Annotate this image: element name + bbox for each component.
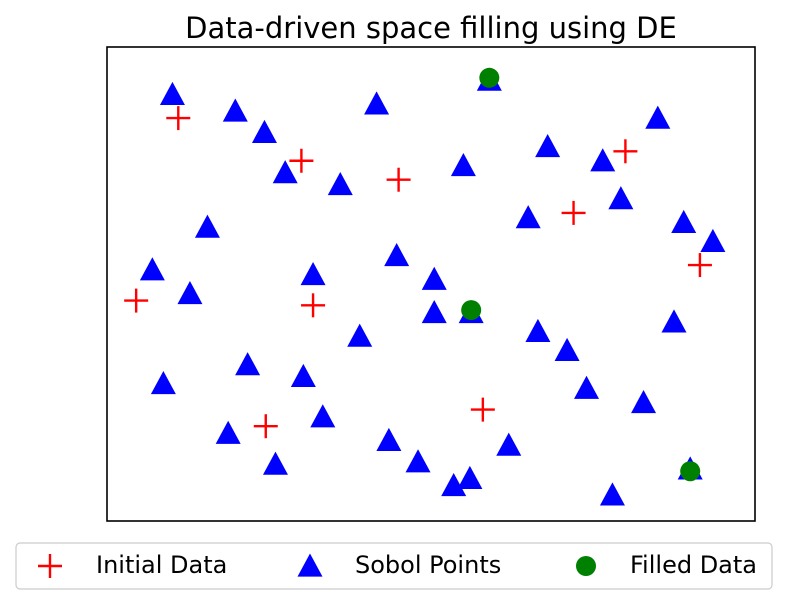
initial-data-point-1 xyxy=(289,148,314,173)
sobol-points-point-10 xyxy=(450,153,476,177)
sobol-points-point-11 xyxy=(515,205,541,229)
sobol-points-point-13 xyxy=(671,209,697,234)
sobol-points-point-14 xyxy=(700,228,726,252)
initial-data-point-9 xyxy=(253,414,278,439)
sobol-points-point-41 xyxy=(421,299,447,324)
sobol-points-point-1 xyxy=(222,98,248,122)
chart-title: Data-driven space filling using DE xyxy=(185,11,677,45)
sobol-points-point-20 xyxy=(421,266,447,290)
legend: Initial Data Sobol Points Filled Data xyxy=(15,542,773,590)
initial-data-point-7 xyxy=(301,293,326,318)
sobol-points-point-33 xyxy=(376,427,402,452)
sobol-points-point-18 xyxy=(300,262,326,286)
sobol-points-point-22 xyxy=(661,309,687,333)
sobol-points-point-6 xyxy=(535,134,561,158)
sobol-points-point-29 xyxy=(574,375,600,399)
sobol-points-point-25 xyxy=(554,337,580,361)
sobol-points-point-32 xyxy=(310,404,336,428)
sobol-points-point-38 xyxy=(599,482,625,506)
initial-data-point-3 xyxy=(561,200,586,225)
sobol-points-point-36 xyxy=(262,451,288,475)
sobol-points-point-12 xyxy=(608,186,634,210)
sobol-points-point-15 xyxy=(194,214,220,238)
sobol-points-point-16 xyxy=(139,257,165,281)
filled-data-point-2 xyxy=(680,461,701,482)
initial-data-point-2 xyxy=(386,167,411,192)
sobol-points-point-28 xyxy=(290,363,316,388)
legend-frame xyxy=(15,542,773,590)
sobol-points-point-3 xyxy=(364,91,390,115)
sobol-points-point-34 xyxy=(405,449,431,473)
legend-marker-circle-icon xyxy=(576,556,596,576)
legend-marker-plus-icon xyxy=(38,554,62,578)
initial-data-point-4 xyxy=(613,139,638,164)
initial-data-point-5 xyxy=(687,253,712,278)
sobol-points-point-7 xyxy=(590,148,616,172)
legend-triangle-shape xyxy=(297,553,323,577)
legend-item-filled-data: Filled Data xyxy=(576,551,757,579)
initial-data-point-0 xyxy=(166,106,191,131)
sobol-points-point-0 xyxy=(159,81,185,106)
data-marks xyxy=(124,67,726,506)
sobol-points-point-17 xyxy=(177,280,203,305)
legend-label-sobol-points: Sobol Points xyxy=(355,551,501,579)
filled-data-point-0 xyxy=(479,67,500,88)
sobol-points-point-2 xyxy=(251,119,277,143)
sobol-points-point-9 xyxy=(327,171,353,196)
sobol-points-point-27 xyxy=(235,352,261,376)
legend-label-initial-data: Initial Data xyxy=(96,551,227,579)
legend-marker-triangle-icon xyxy=(297,553,323,577)
sobol-points-point-24 xyxy=(525,318,551,343)
sobol-points-point-40 xyxy=(457,465,483,489)
sobol-points-point-31 xyxy=(215,420,241,444)
sobol-points-point-8 xyxy=(272,160,298,184)
legend-item-initial-data: Initial Data xyxy=(38,551,227,579)
sobol-points-point-23 xyxy=(347,323,373,347)
filled-data-point-1 xyxy=(461,300,482,321)
sobol-points-point-37 xyxy=(441,472,467,497)
sobol-points-point-19 xyxy=(384,243,410,267)
legend-label-filled-data: Filled Data xyxy=(630,551,757,579)
initial-data-point-6 xyxy=(124,288,149,313)
legend-plus-shape xyxy=(38,554,62,578)
sobol-points-point-35 xyxy=(496,432,522,456)
initial-data-point-8 xyxy=(470,397,495,422)
sobol-points-point-30 xyxy=(631,390,657,414)
sobol-points-point-5 xyxy=(645,105,671,129)
legend-item-sobol-points: Sobol Points xyxy=(297,551,501,579)
legend-circle-shape xyxy=(576,556,596,576)
sobol-points-point-26 xyxy=(150,371,176,395)
